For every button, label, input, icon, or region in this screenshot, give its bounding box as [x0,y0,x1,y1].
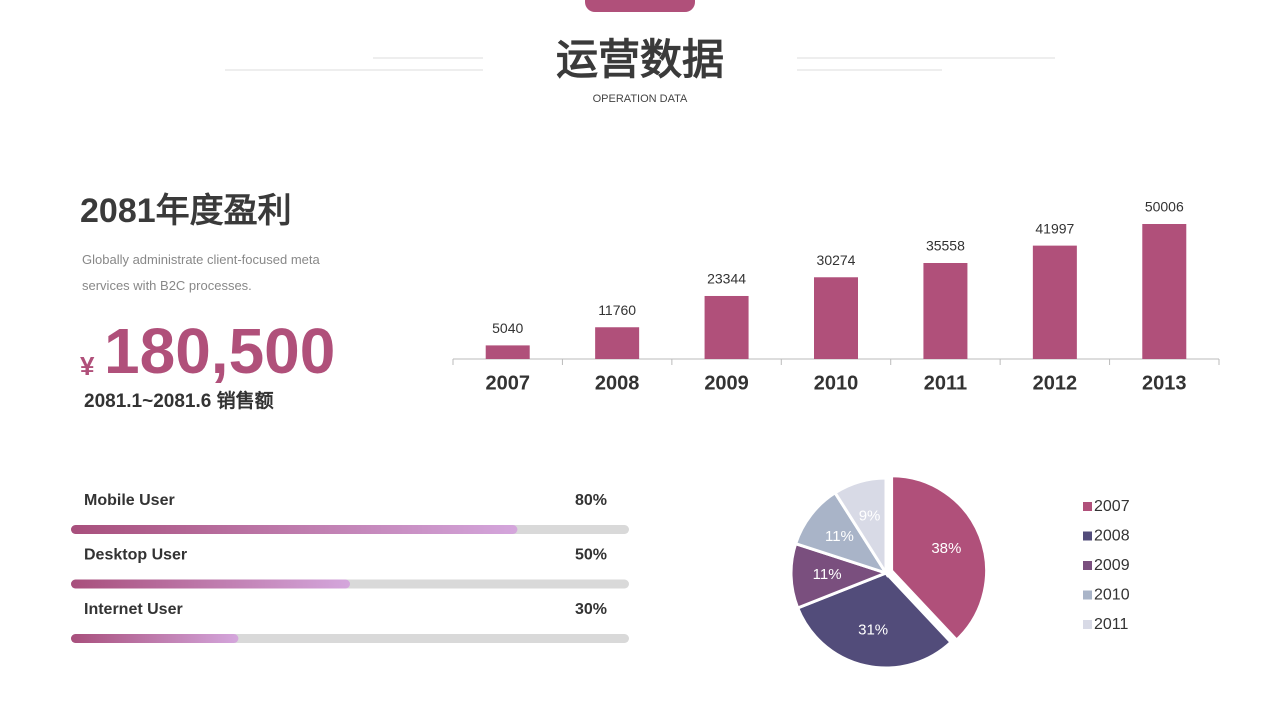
progress-bar [71,634,239,643]
legend-label: 2008 [1094,528,1130,545]
pie-slice [890,474,989,643]
summary-text: Globally administrate client-focused met… [82,252,320,293]
legend-swatch [1083,620,1092,629]
bar-value-label: 30274 [817,252,856,268]
header-tab [585,0,695,12]
progress-label: Desktop User [84,547,187,564]
x-tick-label: 2007 [485,372,530,394]
pie-slice [795,571,954,670]
pie-label: 31% [858,621,888,638]
pie-label: 11% [825,528,854,545]
legend-label: 2007 [1094,498,1130,515]
x-tick-label: 2011 [924,372,967,394]
legend-swatch [1083,531,1092,541]
x-tick-label: 2009 [704,372,749,394]
legend-label: 2011 [1094,616,1129,633]
bar-value-label: 50006 [1145,199,1184,215]
bar [704,295,749,359]
bar-value-label: 5040 [492,320,523,336]
currency: ¥ [80,351,95,381]
legend-swatch [1083,561,1092,570]
progress-bar [71,525,518,534]
amount: 180,500 [104,315,335,387]
bar [923,263,968,359]
progress-bar [71,579,350,589]
bar-value-label: 11760 [598,302,636,318]
bar-value-label: 23344 [707,271,746,287]
pie-slice [833,476,888,579]
legend-label: 2010 [1094,587,1130,604]
x-tick-label: 2010 [814,372,859,394]
x-tick-label: 2008 [595,372,640,394]
pie-label: 9% [859,507,881,524]
legend-label: 2009 [1094,557,1130,574]
progress-value-label: 50% [575,547,607,564]
bar-value-label: 35558 [926,238,965,254]
bar [1032,245,1077,359]
x-tick-label: 2013 [1142,372,1187,394]
summary-title: 2081年度盈利 [80,192,292,230]
page-title: 运营数据 [556,36,724,83]
bar [1142,224,1187,359]
bar [814,277,858,359]
bar [595,327,640,359]
x-tick-label: 2012 [1033,372,1078,394]
legend-swatch [1083,590,1092,600]
progress-label: Internet User [84,601,183,618]
progress-label: Mobile User [84,492,175,509]
page-subtitle: OPERATION DATA [593,93,688,105]
legend-swatch [1083,502,1092,511]
pie-label: 38% [931,540,961,557]
bar-value-label: 41997 [1035,220,1074,236]
period: 2081.1~2081.6 销售额 [84,389,274,412]
progress-value-label: 30% [575,601,607,618]
progress-value-label: 80% [575,492,607,509]
bar [485,345,530,359]
pie-label: 11% [813,566,842,583]
